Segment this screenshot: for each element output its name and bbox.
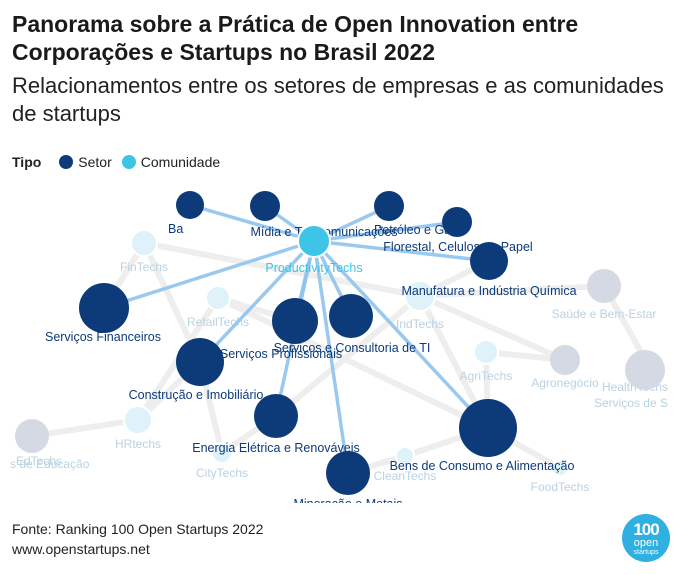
open-startups-logo: 100 open startups [622,514,670,562]
node-label-servicosprofissionais: Serviços Profissionais [220,347,342,361]
edge-ProductivityTechs-ServicosFinanceiros [102,239,316,310]
source-note: Fonte: Ranking 100 Open Startups 2022 [12,521,264,537]
node-label-servicosfinanceiros: Serviços Financeiros [45,330,161,344]
background-edge [29,417,141,439]
edge-ProductivityTechs-Manufatura [312,239,491,263]
node-label-petroleo: Petróleo e Gás [374,223,457,237]
background-edge [215,295,491,431]
node-label-servicossaude: Serviços de S [594,396,668,410]
legend-title: Tipo [12,154,42,170]
node-servicoseducacao[interactable] [15,419,49,453]
node-saudebemestar[interactable] [587,269,621,303]
node-label-citytechs: CityTechs [196,466,248,480]
node-label-edtechs: EdTechs [16,454,62,468]
edge-ProductivityTechs-Construcao [198,239,316,364]
node-label-construcao: Construção e Imobiliário [129,388,264,402]
legend-item-comunidade[interactable]: Comunidade [121,154,221,170]
node-label-indtechs: IndTechs [396,317,444,331]
node-petroleo[interactable] [374,191,404,221]
node-citytechs[interactable] [211,442,233,464]
node-fintechs[interactable] [130,229,158,257]
node-label-mineracao: Mineração e Metais [293,497,402,503]
node-energia[interactable] [254,394,298,438]
node-label-agronegocio: Agronegócio [531,376,599,390]
logo-word: open [633,536,659,549]
node-cleantechs[interactable] [395,446,415,466]
chart-subtitle: Relacionamentos entre os setores de empr… [12,73,664,126]
node-label-bensconsumo: Bens de Consumo e Alimentação [390,459,575,473]
node-servicossaude[interactable] [625,350,665,390]
edge-ProductivityTechs-BensConsumo [312,239,490,430]
node-retailtechs[interactable] [205,285,231,311]
node-bensconsumo[interactable] [459,399,517,457]
node-label-energia: Energia Elétrica e Renováveis [192,441,359,455]
node-label-manufatura: Manufatura e Indústria Química [401,284,576,298]
background-edge [417,293,568,363]
background-edge [141,240,423,299]
node-label-agritechs: AgriTechs [460,369,513,383]
node-label-consultoriati: Serviços e Consultoria de TI [274,341,431,355]
node-hrtechs[interactable] [123,405,153,435]
logo-word2: startups [633,548,659,556]
node-foodtechs[interactable] [551,459,569,477]
node-label-saudebemestar: Saúde e Bem-Estar [552,307,657,321]
node-servicosprofissionais[interactable] [272,298,318,344]
node-consultoriati[interactable] [329,294,373,338]
node-label-bancos: Ba [168,222,183,236]
node-manufatura[interactable] [470,242,508,280]
background-edge [417,283,607,299]
legend-swatch-setor [59,155,74,169]
node-productivitytechs[interactable] [297,224,331,258]
node-agronegocio[interactable] [550,345,580,375]
node-florestal[interactable] [442,207,472,237]
node-label-servicoseducacao: s de Educação [10,457,90,471]
legend-label-comunidade: Comunidade [140,154,221,170]
node-construcao[interactable] [176,338,224,386]
node-label-cleantechs: CleanTechs [374,469,437,483]
node-label-productivitytechs: ProductivityTechs [265,261,362,275]
footer: Fonte: Ranking 100 Open Startups 2022 ww… [12,519,263,559]
node-servicosfinanceiros[interactable] [79,283,129,333]
node-label-hrtechs: HRtechs [115,437,161,451]
legend: Tipo Setor Comunidade [12,152,230,172]
logo-number: 100 [633,519,659,539]
node-mineracao[interactable] [326,451,370,495]
background-edge [273,293,423,419]
legend-item-setor[interactable]: Setor [59,154,112,170]
node-bancos[interactable] [176,191,204,219]
node-label-foodtechs: FoodTechs [531,480,590,494]
node-label-fintechs: FinTechs [120,260,168,274]
node-midia[interactable] [250,191,280,221]
legend-label-setor: Setor [78,154,112,170]
node-agritechs[interactable] [473,339,499,365]
edge-ProductivityTechs-Bancos [188,203,316,243]
edge-ProductivityTechs-Florestal [312,220,459,243]
edge-ProductivityTechs-Mineracao [312,239,350,475]
legend-swatch-comunidade [121,155,136,169]
highlighted-nodes [79,191,517,495]
chart-title: Panorama sobre a Prática de Open Innovat… [12,11,579,65]
source-url[interactable]: www.openstartups.net [12,541,150,557]
node-label-florestal: Florestal, Celulose e Papel [383,240,532,254]
node-indtechs[interactable] [404,280,436,312]
